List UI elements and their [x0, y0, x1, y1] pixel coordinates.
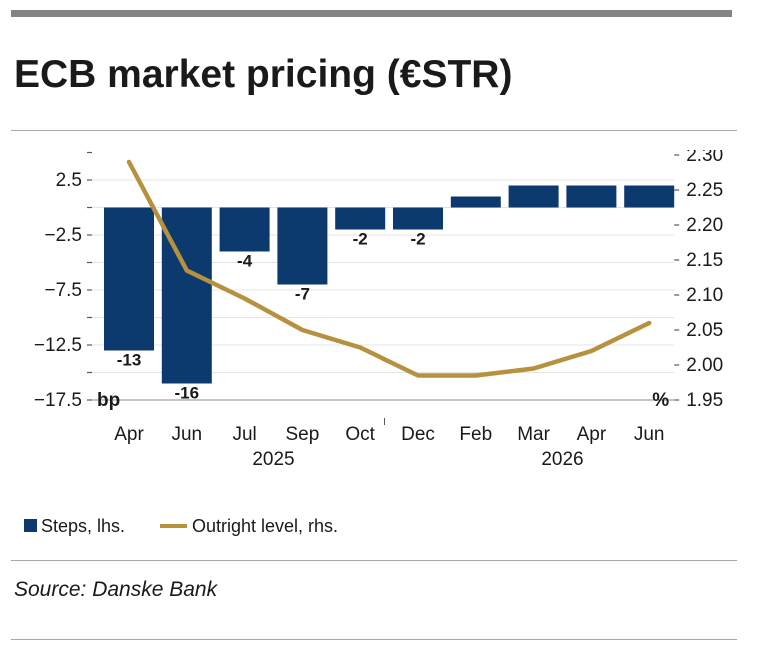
svg-text:-16: -16 [175, 384, 200, 403]
svg-text:2.00: 2.00 [686, 355, 723, 376]
svg-text:-7: -7 [295, 285, 310, 304]
svg-text:2.5: 2.5 [56, 170, 82, 191]
svg-text:2.15: 2.15 [686, 250, 723, 271]
svg-text:2.05: 2.05 [686, 320, 723, 341]
svg-text:%: % [652, 390, 669, 411]
svg-text:2.20: 2.20 [686, 215, 723, 236]
svg-text:−2.5: −2.5 [44, 225, 82, 246]
svg-text:2.30: 2.30 [686, 150, 723, 166]
svg-text:2.10: 2.10 [686, 285, 723, 306]
svg-text:-13: -13 [117, 351, 142, 370]
svg-text:-2: -2 [410, 230, 425, 249]
svg-text:-4: -4 [237, 252, 253, 271]
svg-text:2.25: 2.25 [686, 180, 723, 201]
svg-text:−12.5: −12.5 [34, 335, 82, 356]
svg-text:1.95: 1.95 [686, 390, 723, 411]
svg-text:-2: -2 [353, 230, 368, 249]
svg-text:−17.5: −17.5 [34, 390, 82, 411]
svg-text:−7.5: −7.5 [44, 280, 82, 301]
svg-text:bp: bp [97, 390, 120, 411]
